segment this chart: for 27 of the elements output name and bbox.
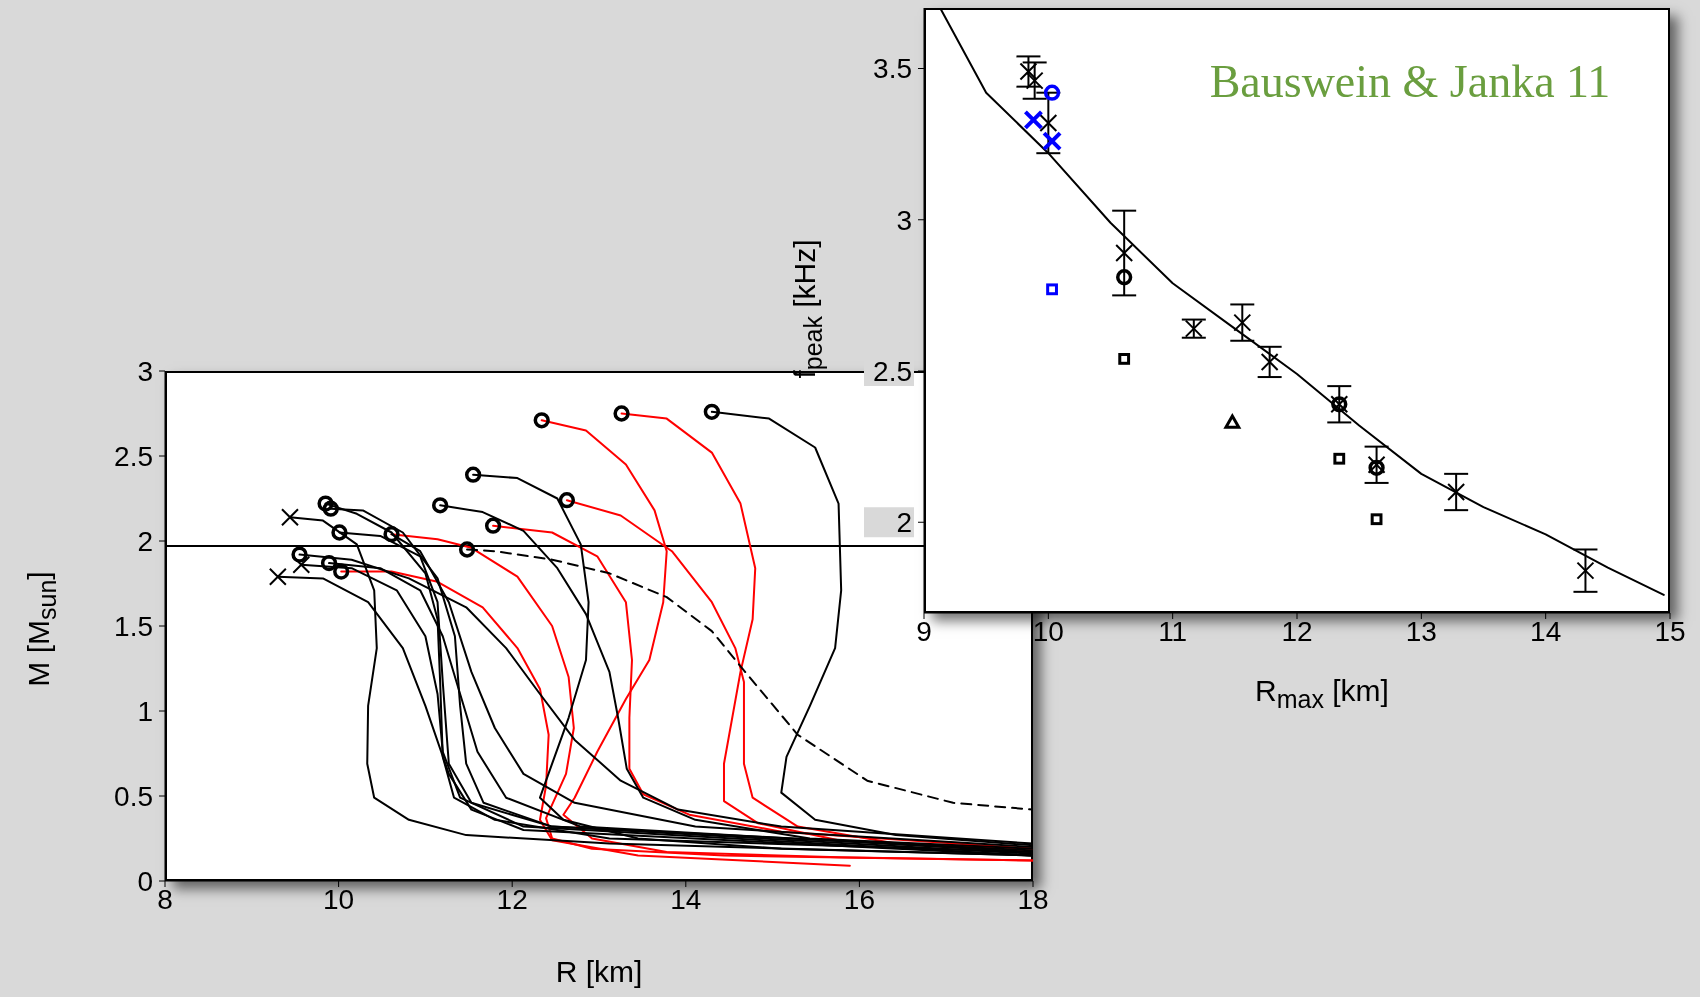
x-axis-title: R [km] [555, 955, 643, 989]
y-tick-label: 1.5 [114, 610, 153, 642]
y-tick-label: 0.5 [114, 780, 153, 812]
y-tick-label: 3.5 [873, 53, 912, 85]
x-tick-label: 12 [496, 883, 528, 915]
x-tick-label: 10 [323, 883, 355, 915]
y-tick-label: 0 [137, 865, 153, 897]
x-tick-label: 12 [1281, 615, 1313, 647]
x-tick-label: 16 [843, 883, 875, 915]
x-tick-label: 13 [1405, 615, 1437, 647]
x-tick-label: 14 [1530, 615, 1562, 647]
x-tick-label: 18 [1017, 883, 1049, 915]
y-tick-label: 3 [896, 204, 912, 236]
x-tick-label: 8 [157, 883, 173, 915]
y-tick-label: 2.5 [873, 355, 912, 387]
y-tick-label: 2 [137, 525, 153, 557]
x-tick-label: 11 [1158, 615, 1188, 647]
y-tick-label: 2 [896, 507, 912, 539]
x-axis-title: R$_{max}$ [km] [1255, 674, 1389, 714]
annotation: Bauswein & Janka 11 [1209, 54, 1611, 108]
x-tick-label: 15 [1654, 615, 1686, 647]
x-tick-label: 10 [1032, 615, 1064, 647]
x-tick-label: 14 [670, 883, 702, 915]
x-tick-label: 9 [916, 615, 932, 647]
y-tick-label: 1 [137, 695, 153, 727]
y-tick-label: 3 [137, 355, 153, 387]
y-tick-label: 2.5 [114, 440, 153, 472]
